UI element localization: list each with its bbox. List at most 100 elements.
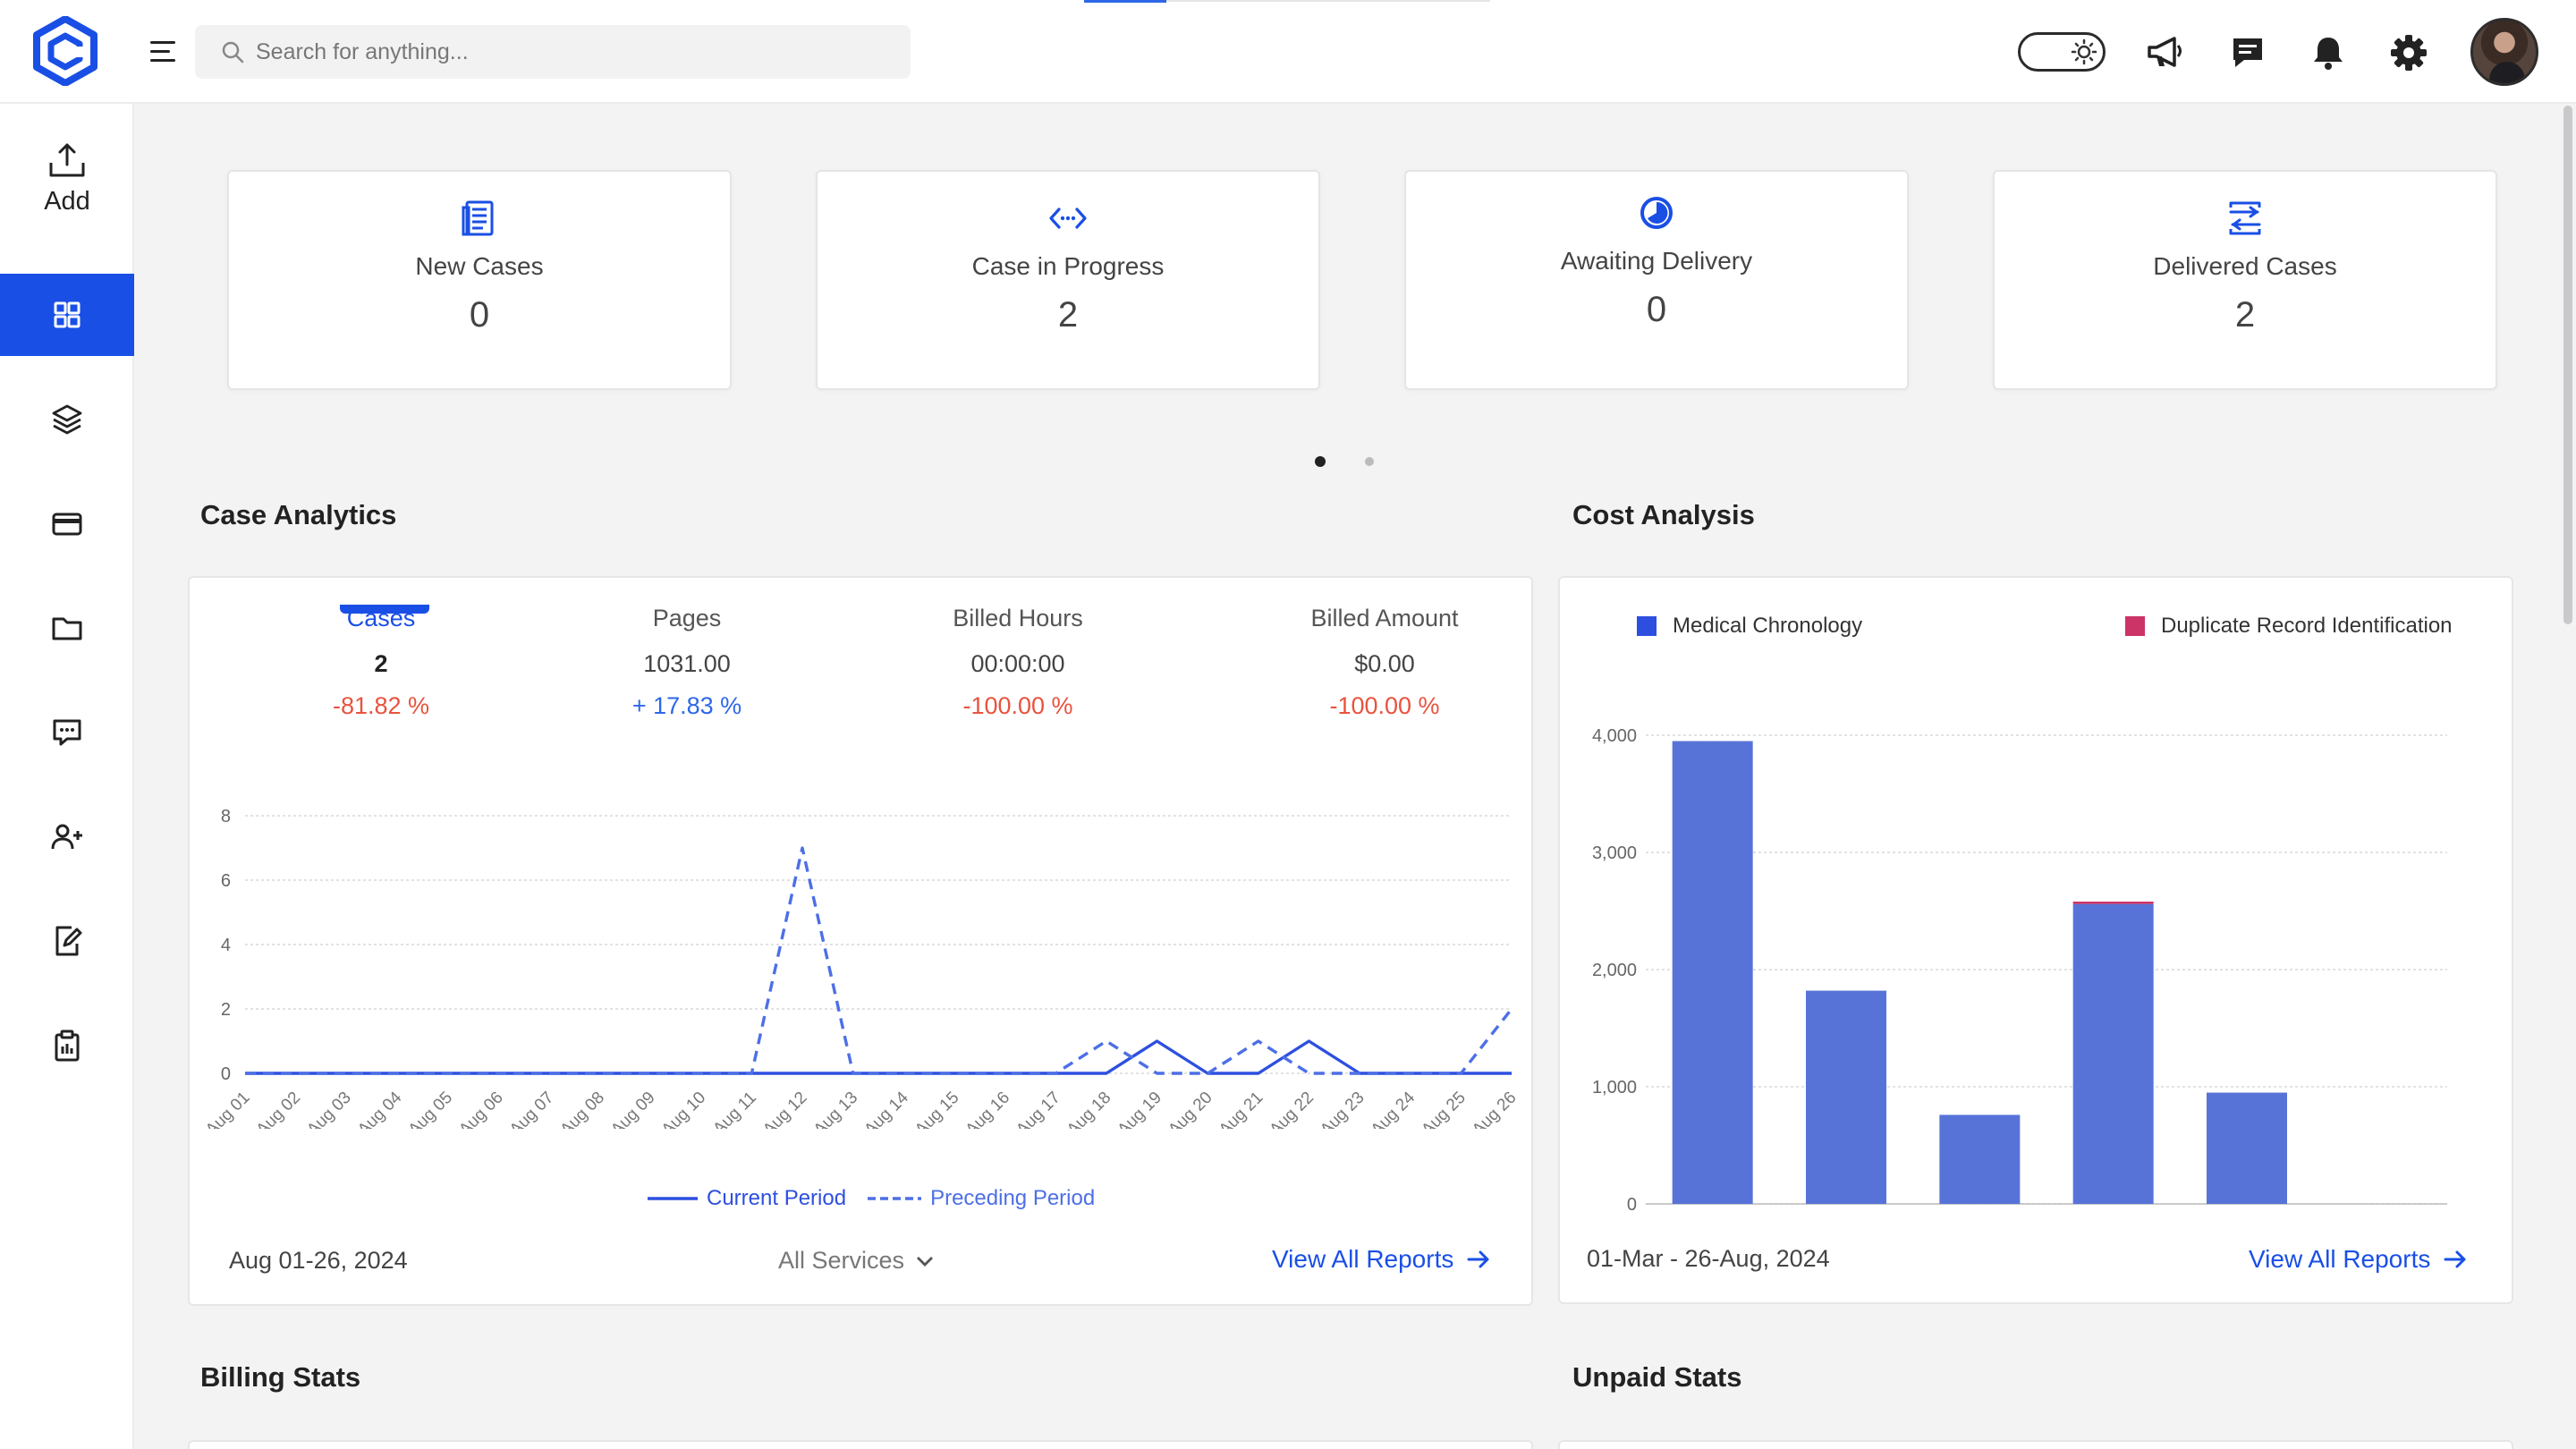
sidebar-item-layers[interactable] <box>0 378 134 461</box>
stat-card-new-cases[interactable]: New Cases 0 <box>227 170 732 390</box>
legend-swatch <box>2125 616 2145 636</box>
search-input[interactable] <box>256 38 882 65</box>
bar-medical-chronology <box>1806 990 1886 1204</box>
stat-card-case-in-progress[interactable]: Case in Progress 2 <box>816 170 1320 390</box>
view-all-label: View All Reports <box>2249 1245 2431 1273</box>
gear-icon <box>2391 35 2427 71</box>
cost-date-range: 01-Mar - 26-Aug, 2024 <box>1587 1245 1830 1272</box>
x-tick-label: Aug 16 <box>962 1089 1013 1129</box>
settings-button[interactable] <box>2388 32 2429 73</box>
megaphone-icon <box>2148 37 2182 67</box>
cost-analysis-panel: Medical Chronology Duplicate Record Iden… <box>1558 576 2513 1304</box>
sidebar-item-files[interactable] <box>0 587 134 669</box>
delivered-icon <box>2229 201 2261 235</box>
menu-toggle-icon[interactable] <box>148 38 179 66</box>
unpaid-stats-title: Unpaid Stats <box>1572 1361 1742 1393</box>
y-tick-label: 4,000 <box>1592 726 1637 746</box>
x-tick-label: Aug 04 <box>354 1088 406 1129</box>
billing-stats-title: Billing Stats <box>200 1361 361 1393</box>
metric-value: 2 <box>374 650 388 677</box>
case-date-range: Aug 01-26, 2024 <box>229 1247 408 1274</box>
sidebar-item-tasks[interactable] <box>0 1004 134 1087</box>
metric-change: -100.00 % <box>1329 692 1440 719</box>
legend-label: Duplicate Record Identification <box>2161 614 2453 638</box>
stat-card-awaiting-delivery[interactable]: Awaiting Delivery 0 <box>1404 170 1909 390</box>
x-tick-label: Aug 09 <box>607 1089 658 1129</box>
metric-name: Pages <box>652 605 722 631</box>
app-logo-icon[interactable] <box>32 16 98 86</box>
layers-icon <box>52 404 82 435</box>
services-filter-value: All Services <box>778 1247 905 1274</box>
cost-view-all-reports-link[interactable]: View All Reports <box>2249 1245 2468 1274</box>
cost-analysis-title: Cost Analysis <box>1572 499 1755 530</box>
arrow-right-icon <box>1467 1250 1489 1268</box>
sidebar-item-chat[interactable] <box>0 691 134 774</box>
bar-medical-chronology <box>1672 741 1753 1204</box>
add-button[interactable]: Add <box>0 140 134 229</box>
announcements-button[interactable] <box>2145 32 2186 73</box>
x-tick-label: Aug 07 <box>506 1089 557 1129</box>
x-tick-label: Aug 15 <box>911 1089 962 1129</box>
avatar[interactable] <box>2470 18 2538 86</box>
metric-tab-cases[interactable]: Cases 2 -81.82 % <box>238 605 524 720</box>
x-tick-label: Aug 24 <box>1368 1088 1419 1129</box>
legend-duplicate-record[interactable]: Duplicate Record Identification <box>2125 614 2453 639</box>
x-tick-label: Aug 18 <box>1063 1089 1114 1129</box>
stat-value: 0 <box>469 295 490 335</box>
metric-name: Billed Hours <box>953 605 1083 631</box>
stat-label: Awaiting Delivery <box>1560 247 1753 275</box>
y-tick-label: 3,000 <box>1592 843 1637 863</box>
edit-document-icon <box>55 926 82 956</box>
legend-medical-chronology[interactable]: Medical Chronology <box>1637 614 1862 639</box>
metric-tab-billed-hours[interactable]: Billed Hours 00:00:00 -100.00 % <box>875 605 1161 720</box>
x-tick-label: Aug 20 <box>1165 1089 1216 1129</box>
search-bar <box>195 25 911 79</box>
legend-swatch <box>1637 616 1657 636</box>
dashboard-icon <box>54 301 80 328</box>
stat-label: New Cases <box>415 252 544 280</box>
unpaid-stats-panel <box>1558 1440 2513 1449</box>
add-user-icon <box>51 824 82 850</box>
theme-toggle[interactable] <box>2018 32 2106 72</box>
sidebar-item-dashboard[interactable] <box>0 274 134 356</box>
notifications-button[interactable] <box>2308 32 2349 73</box>
y-tick-label: 4 <box>221 936 231 955</box>
y-tick-label: 1,000 <box>1592 1078 1637 1097</box>
stat-card-delivered-cases[interactable]: Delivered Cases 2 <box>1993 170 2497 390</box>
metric-value: 1031.00 <box>643 650 731 677</box>
carousel-dot[interactable] <box>1365 457 1374 466</box>
top-bar <box>0 0 2576 104</box>
chevron-down-icon <box>917 1256 934 1267</box>
x-tick-label: Aug 06 <box>455 1089 506 1129</box>
bar-medical-chronology <box>2207 1092 2287 1204</box>
metric-change: + 17.83 % <box>631 692 742 719</box>
legend-preceding-label: Preceding Period <box>930 1186 1096 1210</box>
sidebar-item-users[interactable] <box>0 796 134 878</box>
code-arrows-icon <box>1049 208 1087 229</box>
stat-value: 2 <box>1057 295 1079 335</box>
metric-name: Billed Amount <box>1310 605 1459 631</box>
metric-tab-billed-amount[interactable]: Billed Amount $0.00 -100.00 % <box>1241 605 1528 720</box>
y-tick-label: 0 <box>1627 1195 1637 1215</box>
messages-button[interactable] <box>2227 32 2268 73</box>
y-tick-label: 0 <box>221 1064 231 1084</box>
folder-icon <box>52 617 82 640</box>
sidebar-item-reports[interactable] <box>0 900 134 982</box>
metric-change: -81.82 % <box>332 692 430 719</box>
x-tick-label: Aug 22 <box>1267 1089 1318 1129</box>
bar-medical-chronology <box>1939 1114 2021 1204</box>
page-scrollbar[interactable] <box>2563 106 2572 624</box>
carousel-dot-active[interactable] <box>1315 456 1326 467</box>
billing-stats-panel <box>188 1440 1533 1449</box>
current-period-line <box>245 1039 1512 1075</box>
case-analytics-title: Case Analytics <box>200 499 397 530</box>
metric-value: $0.00 <box>1354 650 1415 677</box>
case-view-all-reports-link[interactable]: View All Reports <box>1272 1245 1491 1274</box>
services-filter-select[interactable]: All Services <box>778 1247 935 1275</box>
metric-tab-pages[interactable]: Pages 1031.00 + 17.83 % <box>544 605 830 720</box>
x-tick-label: Aug 08 <box>557 1089 608 1129</box>
stat-value: 2 <box>2234 295 2256 335</box>
sidebar-item-billing[interactable] <box>0 483 134 565</box>
y-tick-label: 8 <box>221 807 231 826</box>
